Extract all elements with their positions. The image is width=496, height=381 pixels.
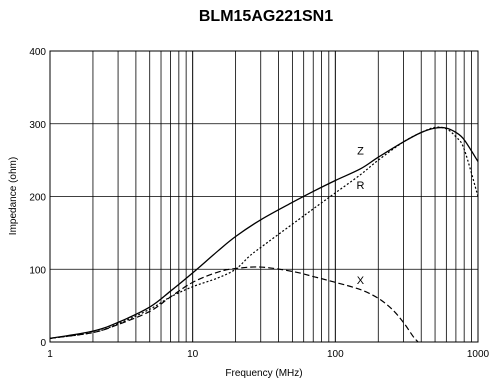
x-tick-label: 100 xyxy=(327,349,344,360)
x-axis-label: Frequency (MHz) xyxy=(225,368,302,379)
annotations-layer: Z R X xyxy=(356,145,364,286)
y-tick-label: 100 xyxy=(29,265,46,276)
y-axis-label: Impedance (ohm) xyxy=(8,157,19,235)
chart-title: BLM15AG221SN1 xyxy=(199,8,333,25)
x-tick-label: 10 xyxy=(187,349,199,360)
curve-label-r: R xyxy=(356,180,364,192)
series-line-z xyxy=(49,126,479,340)
y-tick-label: 200 xyxy=(29,193,46,204)
curve-label-x: X xyxy=(357,275,365,287)
x-tick-label: 1 xyxy=(47,349,53,360)
plot-frame xyxy=(49,50,479,343)
series-line-r xyxy=(49,126,479,339)
series-line-x xyxy=(49,266,419,343)
y-tick-label: 300 xyxy=(29,120,46,131)
curve-label-z: Z xyxy=(357,145,364,157)
y-tick-label: 400 xyxy=(29,47,46,58)
tick-labels: 1 10 100 1000 0 100 200 300 400 xyxy=(29,47,489,360)
series-layer xyxy=(49,126,479,343)
y-tick-label: 0 xyxy=(40,338,46,349)
x-tick-label: 1000 xyxy=(467,349,490,360)
grid xyxy=(50,51,478,342)
